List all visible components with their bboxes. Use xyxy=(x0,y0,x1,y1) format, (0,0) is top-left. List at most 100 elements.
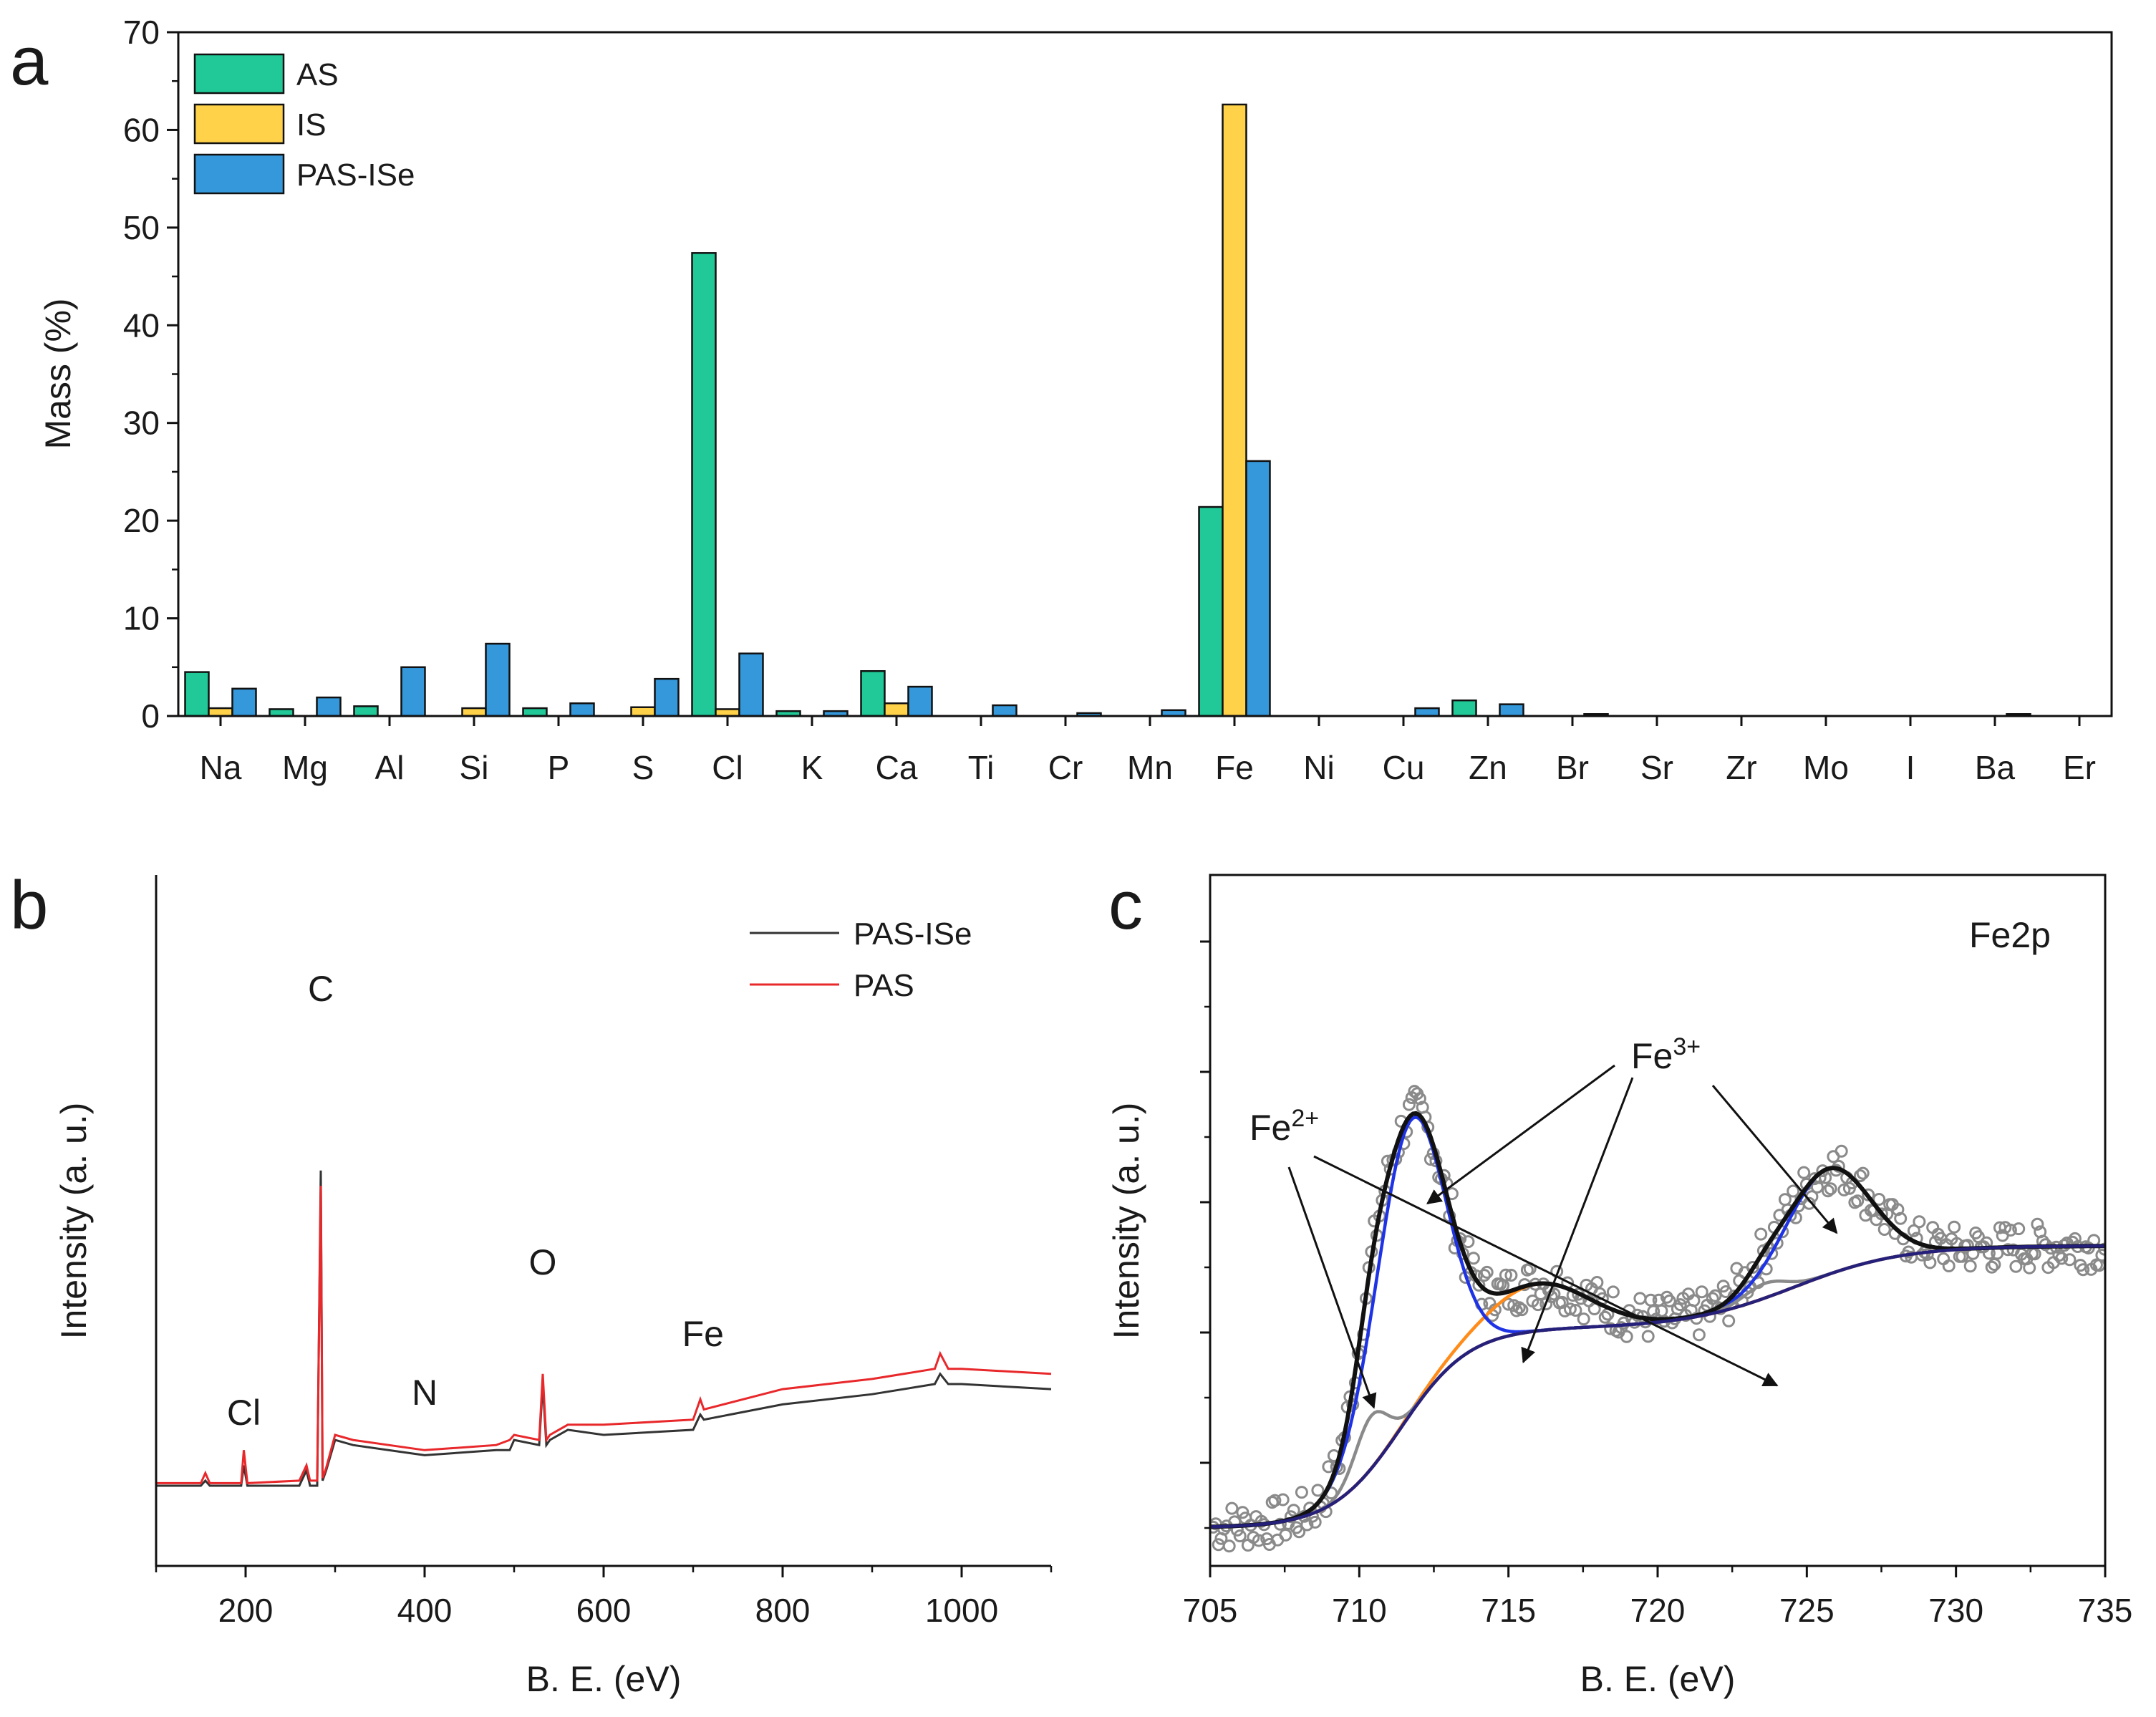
raw-data-point xyxy=(1472,1278,1486,1292)
raw-data-point xyxy=(1824,1182,1837,1196)
x-tick-label-ba: Ba xyxy=(1975,749,2016,786)
raw-data-point xyxy=(2031,1217,2044,1231)
y-tick-label: 40 xyxy=(123,306,160,344)
peak-label-n: N xyxy=(412,1373,438,1413)
panel-b-spectra xyxy=(156,1170,1052,1487)
raw-data-point xyxy=(1920,1248,1934,1261)
raw-data-point xyxy=(1821,1184,1834,1198)
raw-data-point xyxy=(1647,1305,1660,1318)
bar-pas-ise-al xyxy=(400,666,426,717)
x-tick-label-k: K xyxy=(801,749,823,786)
raw-data-point xyxy=(1480,1265,1494,1279)
bar-as-ca xyxy=(860,669,886,717)
raw-data-point xyxy=(2095,1249,2105,1262)
bar-pas-ise-mg xyxy=(316,696,342,717)
x-tick-label: 800 xyxy=(755,1592,811,1629)
raw-data-point xyxy=(1292,1525,1306,1539)
panel-b-letter: b xyxy=(10,867,48,944)
raw-data-point xyxy=(1276,1493,1290,1506)
raw-data-point xyxy=(1655,1304,1668,1317)
x-tick-label-s: S xyxy=(632,749,654,786)
peak-label-cl: Cl xyxy=(227,1393,261,1433)
raw-data-point xyxy=(1641,1330,1655,1343)
x-tick-label: 725 xyxy=(1779,1592,1834,1629)
raw-data-point xyxy=(1509,1304,1523,1317)
annotation-fe2-plus: Fe2+ xyxy=(1249,1105,1319,1148)
x-tick-label: 720 xyxy=(1630,1592,1686,1629)
raw-data-point xyxy=(1923,1256,1937,1269)
raw-data-point xyxy=(1569,1304,1582,1317)
raw-data-point xyxy=(1722,1314,1736,1327)
raw-data-point xyxy=(1233,1529,1247,1543)
raw-data-point xyxy=(1512,1301,1526,1315)
bar-as-fe xyxy=(1198,506,1224,717)
raw-data-point xyxy=(1413,1092,1426,1106)
panel-b-legend: PAS-ISe PAS xyxy=(750,916,972,1003)
bar-is-na xyxy=(208,707,233,717)
x-tick-label-fe: Fe xyxy=(1215,749,1254,786)
panel-a-y-axis-label: Mass (%) xyxy=(38,298,78,449)
fe2-arrow-1 xyxy=(1287,1166,1377,1409)
x-tick-label-ti: Ti xyxy=(968,749,995,786)
raw-data-point xyxy=(1770,1237,1784,1250)
raw-data-point xyxy=(2068,1232,2082,1245)
raw-data-point xyxy=(2001,1243,2015,1257)
bar-is-s xyxy=(630,706,656,717)
raw-data-point xyxy=(2012,1222,2026,1236)
spectrum-pas xyxy=(156,1186,1052,1484)
x-tick-label-er: Er xyxy=(2063,749,2096,786)
raw-data-point xyxy=(1515,1303,1529,1317)
raw-data-point xyxy=(1687,1294,1701,1307)
bar-pas-ise-s xyxy=(654,677,680,717)
x-tick-label-ni: Ni xyxy=(1303,749,1334,786)
raw-data-point xyxy=(2063,1253,2077,1267)
panel-c-x-axis-label: B. E. (eV) xyxy=(1580,1659,1736,1699)
panel-b-x-axis-label: B. E. (eV) xyxy=(526,1659,682,1699)
panel-c-frame xyxy=(1209,874,2107,1567)
x-tick-label: 400 xyxy=(397,1592,453,1629)
raw-data-point xyxy=(1862,1188,1875,1201)
bar-pas-ise-zn xyxy=(1499,703,1524,717)
panel-b-peak-labels: Cl C N O Fe xyxy=(227,969,724,1433)
x-tick-label-cr: Cr xyxy=(1048,749,1083,786)
raw-data-point xyxy=(1942,1259,1956,1272)
x-tick-label-zn: Zn xyxy=(1469,749,1507,786)
raw-data-point xyxy=(1499,1268,1512,1282)
raw-data-point xyxy=(1598,1310,1612,1324)
raw-data-point xyxy=(1894,1211,1908,1225)
panel-c-letter: c xyxy=(1108,867,1143,944)
panel-a-letter: a xyxy=(10,23,49,100)
raw-data-point xyxy=(1695,1285,1708,1299)
raw-data-point xyxy=(1875,1207,1888,1221)
legend-swatch-as xyxy=(193,53,285,95)
legend-swatch-pas-ise xyxy=(193,153,285,195)
bar-pas-ise-cl xyxy=(738,652,764,717)
x-tick-label-sr: Sr xyxy=(1640,749,1673,786)
raw-data-point xyxy=(2077,1263,2090,1277)
x-tick-label-p: P xyxy=(548,749,570,786)
panel-c-annotations: Fe2+ Fe3+ xyxy=(1249,1033,1838,1409)
x-tick-label-ca: Ca xyxy=(876,749,918,786)
raw-data-point xyxy=(1663,1294,1676,1307)
x-tick-label: 710 xyxy=(1332,1592,1387,1629)
bar-as-al xyxy=(353,705,379,717)
x-tick-label-mn: Mn xyxy=(1127,749,1173,786)
legend-label-pas: PAS xyxy=(854,968,914,1003)
raw-data-point xyxy=(1988,1258,2001,1271)
y-tick-label: 50 xyxy=(123,209,160,246)
raw-data-point xyxy=(1765,1247,1779,1260)
bar-pas-ise-si xyxy=(485,642,511,717)
legend-label-pas-ise: PAS-ISe xyxy=(296,158,415,193)
raw-data-point xyxy=(1466,1252,1480,1265)
x-tick-label: 600 xyxy=(576,1592,632,1629)
raw-data-point xyxy=(1802,1196,1816,1210)
raw-data-point xyxy=(1948,1220,1961,1234)
raw-data-point xyxy=(2009,1259,2023,1273)
raw-data-point xyxy=(1819,1171,1832,1184)
x-tick-label-cu: Cu xyxy=(1383,749,1425,786)
raw-data-point xyxy=(1222,1539,1236,1553)
x-tick-label-na: Na xyxy=(200,749,242,786)
y-tick-label: 0 xyxy=(141,697,160,735)
raw-data-point xyxy=(1877,1223,1891,1236)
